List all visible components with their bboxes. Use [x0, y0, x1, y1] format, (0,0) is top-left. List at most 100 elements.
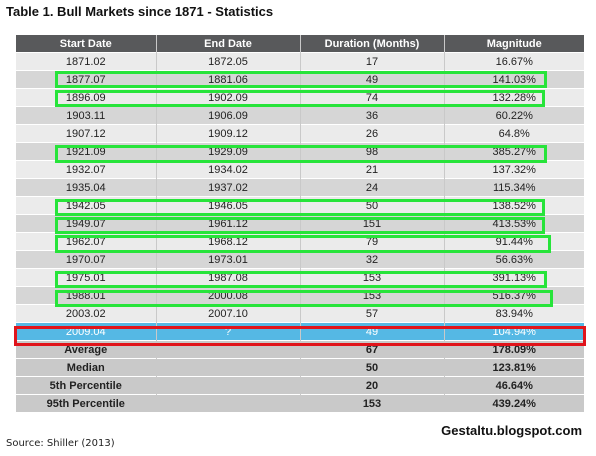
table-cell: 413.53%: [444, 214, 584, 233]
watermark: Gestaltu.blogspot.com: [441, 423, 582, 438]
table-cell: 26: [300, 124, 445, 143]
stat-row: 5th Percentile 20 46.64%: [16, 376, 584, 395]
table-title: Table 1. Bull Markets since 1871 - Stati…: [6, 4, 274, 19]
table-cell: 95th Percentile: [16, 394, 157, 412]
table-cell: 50: [300, 196, 445, 215]
table-row: 2003.02 2007.10 57 83.94%: [16, 304, 584, 323]
table-cell: 1973.01: [156, 250, 301, 269]
table-cell: 64.8%: [444, 124, 584, 143]
table-cell: 83.94%: [444, 304, 584, 323]
table-cell: 1902.09: [156, 88, 301, 107]
table-cell: 115.34%: [444, 178, 584, 197]
table-cell: 153: [300, 268, 445, 287]
table-cell: 2000.08: [156, 286, 301, 305]
table-cell: 36: [300, 106, 445, 125]
table-row: 1932.07 1934.02 21 137.32%: [16, 160, 584, 179]
table-cell: 2009.04: [16, 322, 157, 341]
table-cell: 1871.02: [16, 52, 157, 71]
table-cell: 32: [300, 250, 445, 269]
table-cell: 1935.04: [16, 178, 157, 197]
table-row: 1935.04 1937.02 24 115.34%: [16, 178, 584, 197]
table-cell: 385.27%: [444, 142, 584, 161]
table-cell: 20: [300, 376, 445, 395]
table-row: 1921.09 1929.09 98 385.27%: [16, 142, 584, 161]
table-row: 1907.12 1909.12 26 64.8%: [16, 124, 584, 143]
table-cell: 1896.09: [16, 88, 157, 107]
table-cell: 24: [300, 178, 445, 197]
table-cell: 1937.02: [156, 178, 301, 197]
table-cell: 60.22%: [444, 106, 584, 125]
table-row: 1903.11 1906.09 36 60.22%: [16, 106, 584, 125]
table-cell: 2007.10: [156, 304, 301, 323]
table-cell: 123.81%: [444, 358, 584, 377]
table-cell: 178.09%: [444, 340, 584, 359]
table-cell: 17: [300, 52, 445, 71]
column-header-start-date: Start Date: [16, 35, 157, 53]
table-row: 1896.09 1902.09 74 132.28%: [16, 88, 584, 107]
table-cell: 5th Percentile: [16, 376, 157, 395]
table-cell: 1962.07: [16, 232, 157, 251]
table-cell: 79: [300, 232, 445, 251]
table-cell: [156, 340, 301, 359]
table-cell: 1975.01: [16, 268, 157, 287]
table-cell: 67: [300, 340, 445, 359]
table-row: 1970.07 1973.01 32 56.63%: [16, 250, 584, 269]
table-cell: 1970.07: [16, 250, 157, 269]
table-cell: Average: [16, 340, 157, 359]
table-cell: 49: [300, 322, 445, 341]
table-cell: 1946.05: [156, 196, 301, 215]
table-cell: 21: [300, 160, 445, 179]
table-header-row: Start Date End Date Duration (Months) Ma…: [16, 35, 584, 53]
table-row: 1988.01 2000.08 153 516.37%: [16, 286, 584, 305]
table-cell: 151: [300, 214, 445, 233]
table-row: 1949.07 1961.12 151 413.53%: [16, 214, 584, 233]
table-cell: 56.63%: [444, 250, 584, 269]
table-row: 1962.07 1968.12 79 91.44%: [16, 232, 584, 251]
table-row: 1942.05 1946.05 50 138.52%: [16, 196, 584, 215]
table-cell: 1907.12: [16, 124, 157, 143]
table-cell: 1872.05: [156, 52, 301, 71]
table-cell: 1988.01: [16, 286, 157, 305]
table-cell: 1934.02: [156, 160, 301, 179]
table-cell: 1968.12: [156, 232, 301, 251]
table-cell: 1929.09: [156, 142, 301, 161]
table-cell: 1921.09: [16, 142, 157, 161]
stat-row: Average 67 178.09%: [16, 340, 584, 359]
current-market-row: 2009.04? 49 104.94%: [16, 322, 584, 341]
table-cell: 2003.02: [16, 304, 157, 323]
table-cell: 516.37%: [444, 286, 584, 305]
table-row: 1975.01 1987.08 153 391.13%: [16, 268, 584, 287]
table-cell: 1906.09: [156, 106, 301, 125]
table-cell: 74: [300, 88, 445, 107]
table-cell: 132.28%: [444, 88, 584, 107]
table-cell: Median: [16, 358, 157, 377]
table-row: 1877.07 1881.06 49 141.03%: [16, 70, 584, 89]
column-header-duration: Duration (Months): [300, 35, 445, 53]
column-header-end-date: End Date: [156, 35, 301, 53]
table-cell: 98: [300, 142, 445, 161]
stat-row: 95th Percentile 153 439.24%: [16, 394, 584, 412]
table-cell: 141.03%: [444, 70, 584, 89]
stat-row: Median 50 123.81%: [16, 358, 584, 377]
table-cell: 153: [300, 286, 445, 305]
table-cell: 1932.07: [16, 160, 157, 179]
table-cell: 50: [300, 358, 445, 377]
table-cell: 1961.12: [156, 214, 301, 233]
table-cell: 57: [300, 304, 445, 323]
table-cell: 1949.07: [16, 214, 157, 233]
table-cell: 46.64%: [444, 376, 584, 395]
table-row: 1871.02 1872.05 17 16.67%: [16, 52, 584, 71]
table-cell: 1881.06: [156, 70, 301, 89]
table-cell: 1909.12: [156, 124, 301, 143]
table-cell: [156, 394, 301, 412]
table-cell: 91.44%: [444, 232, 584, 251]
table-cell: ?: [156, 322, 301, 341]
table-cell: 1877.07: [16, 70, 157, 89]
column-header-magnitude: Magnitude: [444, 35, 584, 53]
table-cell: 138.52%: [444, 196, 584, 215]
table-cell: 1987.08: [156, 268, 301, 287]
table-cell: [156, 358, 301, 377]
table-cell: [156, 376, 301, 395]
table-cell: 137.32%: [444, 160, 584, 179]
table-cell: 49: [300, 70, 445, 89]
